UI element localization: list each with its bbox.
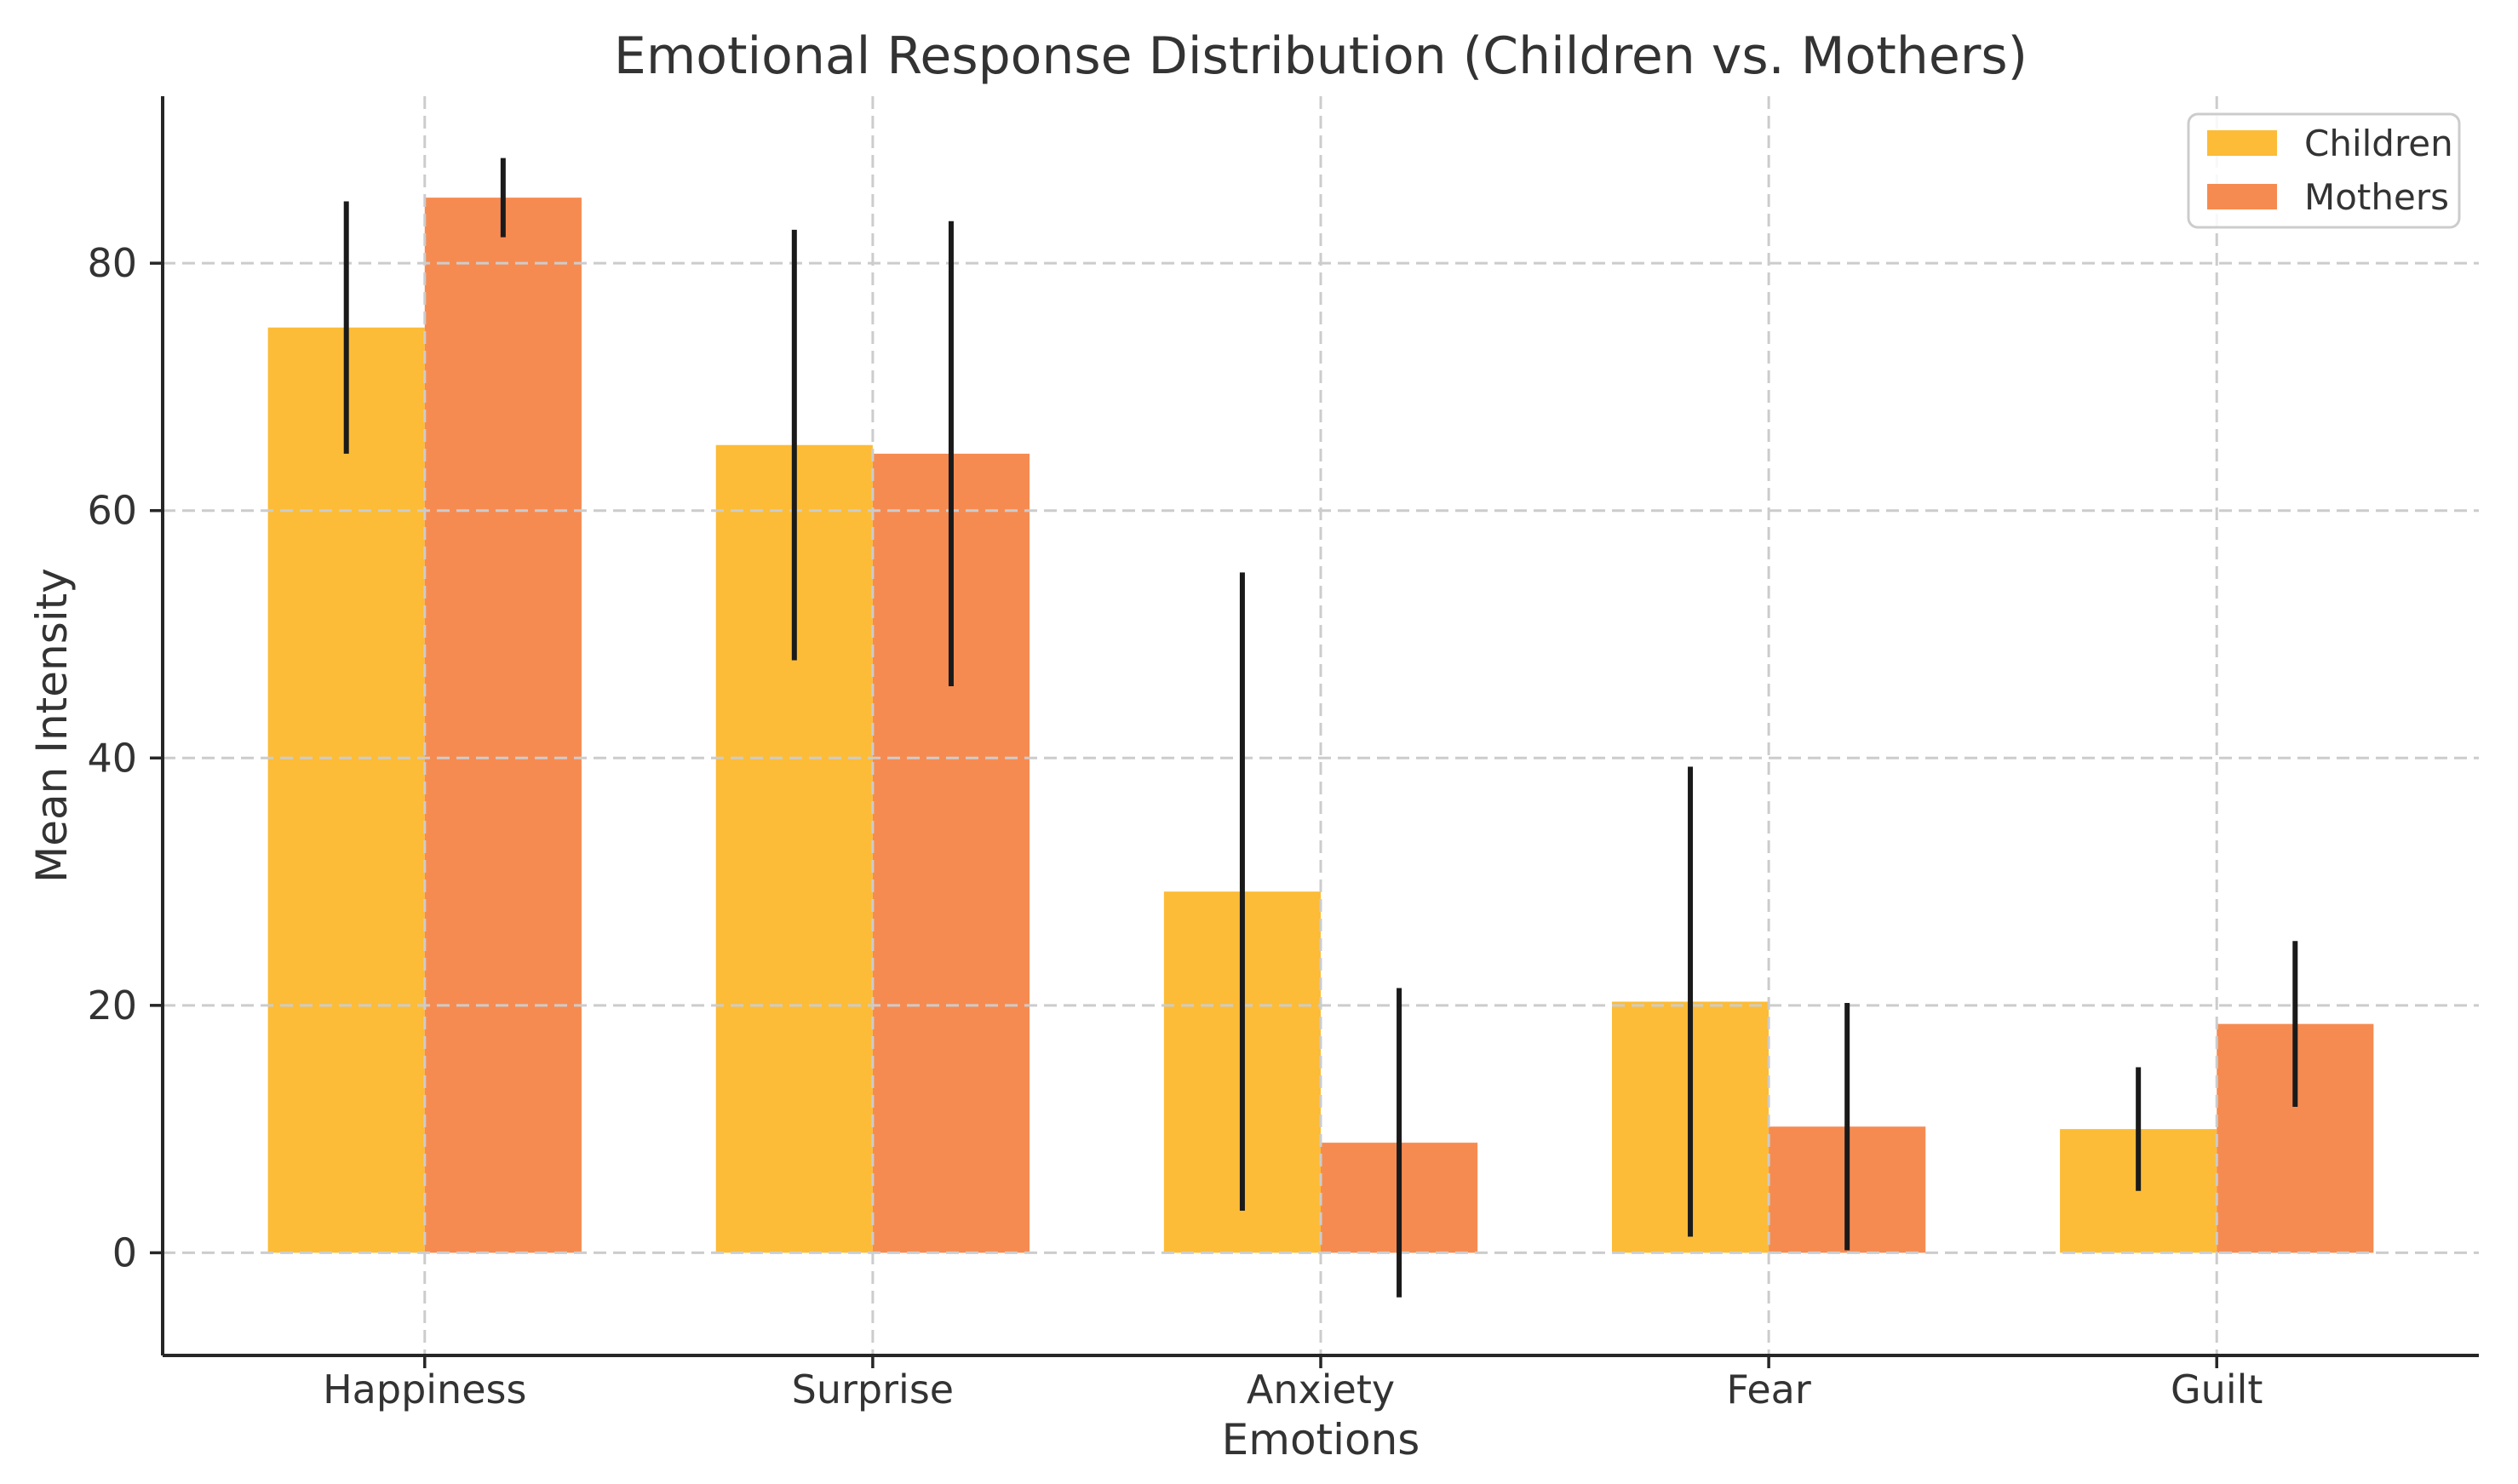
y-tick-label-80: 80 [87, 240, 137, 286]
bar-children-happiness [267, 327, 425, 1253]
legend-swatch-mothers [2207, 184, 2277, 209]
error-bars-layer [343, 158, 2298, 1298]
x-tick-label-surprise: Surprise [792, 1367, 954, 1412]
x-axis-label: Emotions [1222, 1415, 1420, 1464]
y-tick-label-60: 60 [87, 488, 137, 534]
x-tick-label-fear: Fear [1726, 1367, 1810, 1412]
y-axis-label: Mean Intensity [27, 568, 77, 883]
x-tick-label-happiness: Happiness [323, 1367, 526, 1412]
x-tick-label-anxiety: Anxiety [1247, 1367, 1395, 1412]
legend: Children Mothers [2187, 112, 2461, 229]
y-tick-label-20: 20 [87, 983, 137, 1028]
chart-title: Emotional Response Distribution (Childre… [614, 26, 2028, 86]
legend-label-mothers: Mothers [2304, 176, 2449, 218]
axes-layer: 0 20 40 60 80 Happiness Surprise Anxiety Fear Gui… [87, 96, 2479, 1412]
grid-layer [163, 96, 2479, 1355]
y-tick-label-40: 40 [87, 735, 137, 781]
bar-mothers-happiness [424, 198, 582, 1253]
legend-label-children: Children [2304, 123, 2453, 164]
x-tick-label-guilt: Guilt [2171, 1367, 2263, 1412]
y-tick-label-0: 0 [112, 1229, 137, 1275]
legend-swatch-children [2207, 130, 2277, 156]
